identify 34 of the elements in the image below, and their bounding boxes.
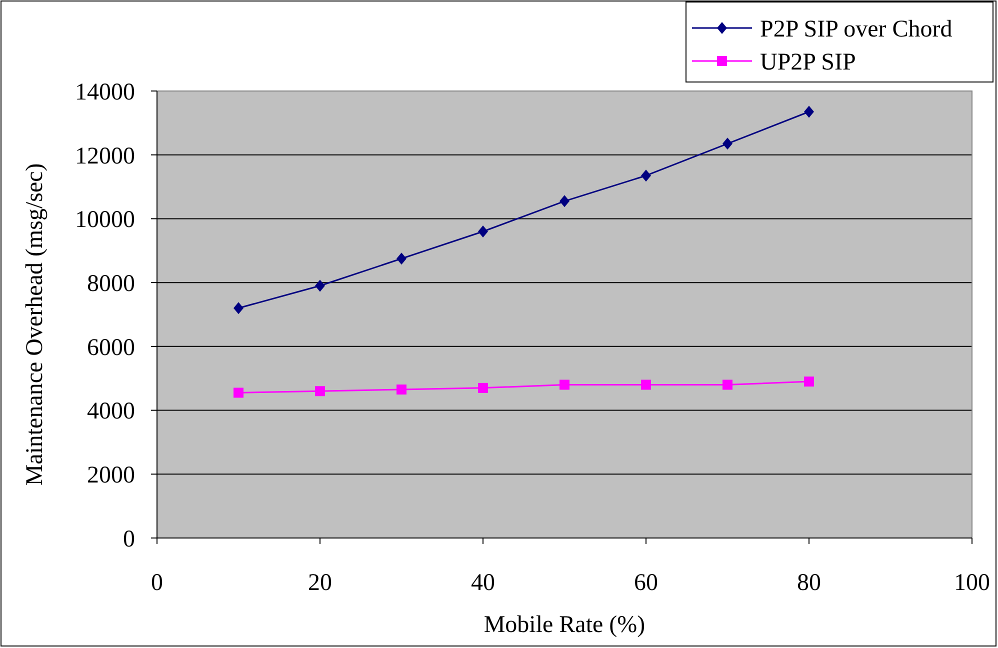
y-tick-label: 2000 [87,462,135,489]
legend-label: P2P SIP over Chord [760,16,952,42]
point [804,376,814,387]
x-tick-label: 60 [634,570,658,596]
point [478,382,488,393]
point [641,380,651,390]
point [722,138,732,150]
y-tick-label: 12000 [75,143,135,170]
x-axis-title: Mobile Rate (%) [484,612,646,638]
x-tick-label: 0 [151,570,163,596]
y-axis-title: Maintenance Overhead (msg/sec) [22,163,48,486]
y-tick-label: 6000 [87,334,135,361]
point [560,380,570,390]
point [560,195,570,208]
point [315,280,325,292]
y-tick-label: 14000 [75,79,135,106]
point [641,170,651,182]
y-tick-label: 0 [123,526,135,552]
point [396,252,406,265]
legend-label: UP2P SIP [760,49,856,76]
point [396,384,406,395]
point [478,225,488,238]
x-tick-label: 40 [471,570,495,596]
x-tick-label: 100 [954,570,990,596]
y-tick-label: 8000 [87,270,135,297]
y-tick-label: 4000 [87,398,135,425]
point [804,106,814,118]
point [722,380,732,390]
point [234,388,244,398]
x-tick-label: 80 [797,570,821,596]
point [315,386,325,396]
y-tick-label: 10000 [75,207,135,234]
x-tick-label: 20 [308,570,332,596]
point [234,302,244,314]
